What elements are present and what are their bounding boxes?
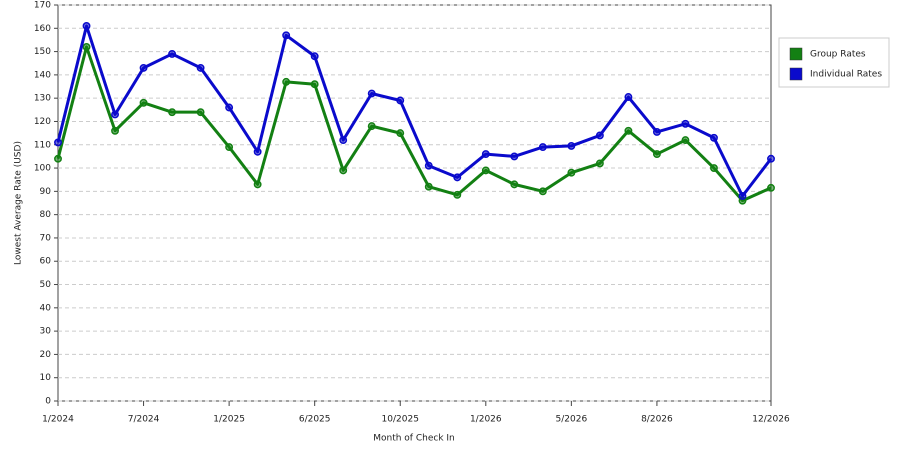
y-tick-label: 150 bbox=[34, 47, 51, 57]
data-point bbox=[595, 131, 604, 140]
data-point bbox=[225, 143, 234, 152]
x-tick-label: 5/2026 bbox=[556, 415, 588, 425]
data-point bbox=[538, 143, 547, 152]
data-point bbox=[54, 138, 62, 147]
data-point bbox=[82, 22, 91, 30]
x-tick-label: 7/2024 bbox=[128, 415, 160, 425]
data-point bbox=[681, 119, 690, 128]
data-point bbox=[339, 166, 348, 175]
x-tick-label: 1/2026 bbox=[470, 415, 502, 425]
data-point bbox=[367, 122, 376, 131]
data-point bbox=[139, 98, 148, 107]
y-tick-label: 20 bbox=[40, 350, 52, 360]
data-point bbox=[510, 180, 519, 189]
y-tick-label: 30 bbox=[40, 327, 52, 337]
x-axis-title: Month of Check In bbox=[373, 434, 455, 444]
data-point bbox=[767, 183, 775, 192]
x-tick-label: 1/2024 bbox=[42, 415, 74, 425]
data-point bbox=[710, 133, 718, 142]
data-point bbox=[510, 152, 519, 161]
data-point bbox=[253, 180, 262, 189]
data-point bbox=[567, 141, 576, 150]
y-tick-label: 40 bbox=[40, 303, 52, 313]
y-tick-label: 170 bbox=[34, 1, 51, 11]
data-point bbox=[396, 129, 405, 138]
data-point bbox=[54, 154, 62, 163]
y-tick-label: 100 bbox=[34, 164, 51, 174]
data-point bbox=[567, 168, 576, 177]
data-point bbox=[139, 63, 148, 72]
legend-swatch bbox=[789, 67, 803, 81]
x-tick-label: 6/2025 bbox=[299, 415, 331, 425]
y-tick-label: 80 bbox=[40, 210, 52, 220]
y-tick-label: 60 bbox=[40, 257, 52, 267]
x-tick-label: 12/2026 bbox=[752, 415, 790, 425]
legend-swatch bbox=[789, 47, 803, 61]
data-point bbox=[339, 136, 348, 145]
legend-label: Group Rates bbox=[810, 50, 866, 60]
series-line bbox=[56, 45, 772, 203]
data-point bbox=[168, 49, 177, 58]
plot-area bbox=[57, 4, 772, 402]
y-tick-label: 50 bbox=[40, 280, 52, 290]
y-tick-label: 160 bbox=[34, 24, 51, 34]
data-point bbox=[624, 126, 633, 135]
data-point bbox=[481, 150, 490, 159]
y-tick-label: 10 bbox=[40, 373, 52, 383]
data-point bbox=[710, 164, 718, 173]
data-point bbox=[738, 192, 747, 200]
x-tick-label: 10/2025 bbox=[382, 415, 419, 425]
data-point bbox=[253, 147, 262, 156]
data-point bbox=[453, 190, 462, 199]
y-tick-label: 120 bbox=[34, 117, 51, 127]
y-tick-label: 70 bbox=[40, 233, 52, 243]
data-point bbox=[424, 182, 433, 191]
data-point bbox=[225, 103, 234, 112]
y-tick-label: 140 bbox=[34, 70, 51, 80]
data-point bbox=[624, 93, 633, 101]
data-point bbox=[310, 80, 319, 89]
y-axis-title: Lowest Average Rate (USD) bbox=[14, 141, 24, 265]
data-point bbox=[111, 110, 119, 119]
data-point bbox=[652, 128, 661, 136]
data-point bbox=[282, 77, 291, 86]
data-point bbox=[396, 96, 405, 105]
data-point bbox=[282, 31, 291, 40]
data-point bbox=[168, 108, 177, 117]
data-point bbox=[424, 161, 433, 170]
data-point bbox=[681, 136, 690, 145]
data-point bbox=[453, 173, 462, 182]
y-tick-label: 90 bbox=[40, 187, 52, 197]
data-point bbox=[595, 159, 604, 168]
y-tick-label: 130 bbox=[34, 94, 51, 104]
x-tick-label: 1/2025 bbox=[213, 415, 245, 425]
legend-label: Individual Rates bbox=[810, 70, 882, 80]
data-point bbox=[196, 108, 205, 117]
data-point bbox=[538, 187, 547, 196]
data-point bbox=[367, 89, 376, 98]
data-point bbox=[767, 154, 775, 163]
data-point bbox=[481, 166, 490, 175]
x-tick-label: 8/2026 bbox=[641, 415, 673, 425]
series-line bbox=[56, 24, 773, 198]
data-point bbox=[111, 126, 119, 135]
data-point bbox=[82, 42, 91, 51]
data-point bbox=[310, 52, 319, 61]
y-tick-label: 110 bbox=[34, 140, 51, 150]
data-point bbox=[196, 63, 205, 72]
data-point bbox=[652, 150, 661, 159]
y-tick-label: 0 bbox=[45, 397, 51, 407]
